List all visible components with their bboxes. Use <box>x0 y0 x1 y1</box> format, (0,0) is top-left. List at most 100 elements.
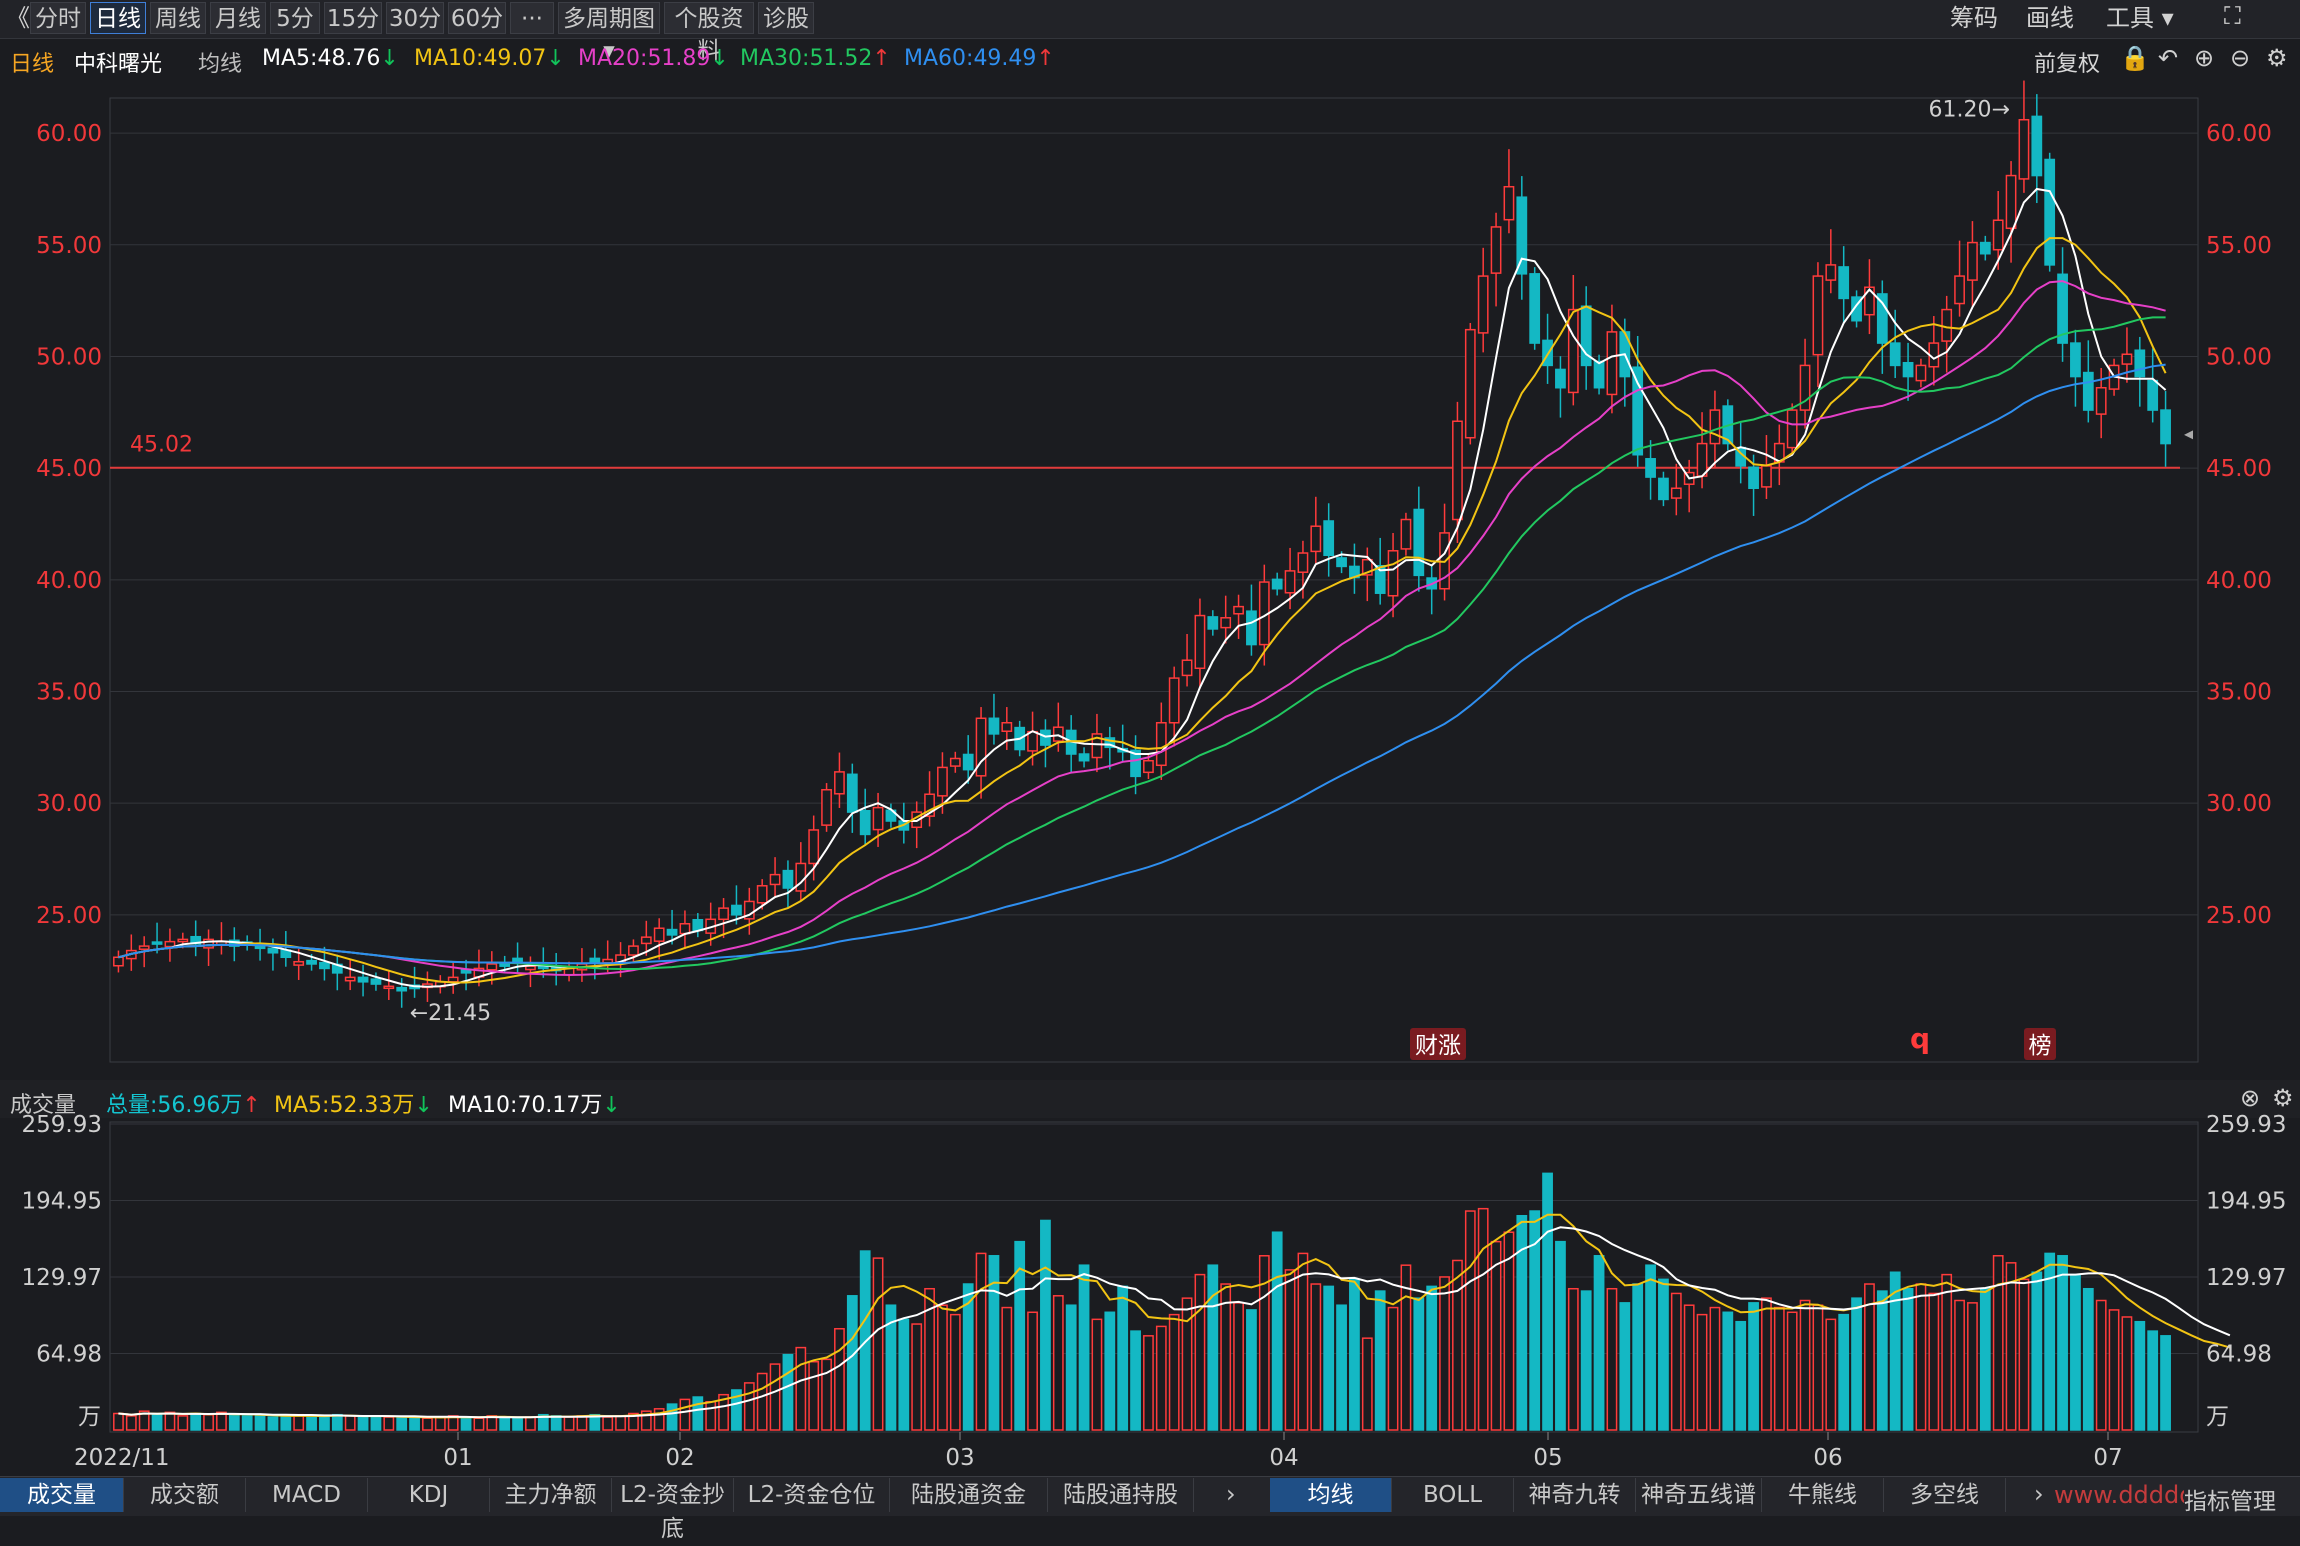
volume-bar[interactable] <box>525 1416 536 1431</box>
volume-bar[interactable] <box>1014 1240 1026 1431</box>
volume-bar[interactable] <box>190 1412 202 1431</box>
volume-bar[interactable] <box>241 1415 253 1431</box>
volume-bar[interactable] <box>1374 1290 1386 1431</box>
candle-body[interactable] <box>1220 617 1232 629</box>
candle-body[interactable] <box>1555 368 1566 389</box>
candle-body[interactable] <box>795 862 807 892</box>
candle-body[interactable] <box>1876 293 1888 344</box>
volume-bar[interactable] <box>1349 1278 1360 1431</box>
volume-bar[interactable] <box>834 1328 845 1431</box>
volume-bar[interactable] <box>1001 1306 1013 1431</box>
volume-bar[interactable] <box>821 1358 832 1431</box>
volume-bar[interactable] <box>1786 1311 1798 1431</box>
volume-bar[interactable] <box>1876 1290 1888 1431</box>
zoom-out-icon[interactable]: ⊖ <box>2230 44 2251 72</box>
volume-bar[interactable] <box>1413 1297 1425 1431</box>
candle-body[interactable] <box>846 773 858 813</box>
volume-bar[interactable] <box>1915 1283 1927 1431</box>
candle-body[interactable] <box>1529 273 1541 344</box>
candle-body[interactable] <box>692 918 704 932</box>
volume-bar[interactable] <box>422 1417 433 1431</box>
candle-body[interactable] <box>1516 196 1528 275</box>
overlay-tab-4[interactable]: 牛熊线 <box>1762 1478 1884 1512</box>
candle-body[interactable] <box>1027 730 1038 752</box>
candle-body[interactable] <box>1078 753 1090 762</box>
volume-bar[interactable] <box>1220 1283 1232 1431</box>
period-tab-4[interactable]: 5分 <box>270 2 320 34</box>
volume-bar[interactable] <box>280 1415 292 1431</box>
candle-body[interactable] <box>1387 550 1399 597</box>
volume-bar[interactable] <box>1542 1172 1553 1431</box>
volume-bar[interactable] <box>2031 1271 2043 1431</box>
volume-bar[interactable] <box>898 1318 910 1431</box>
volume-bar[interactable] <box>267 1416 279 1431</box>
indicator-tab-4[interactable]: 主力净额 <box>490 1478 612 1512</box>
volume-bar[interactable] <box>319 1416 330 1431</box>
candle-body[interactable] <box>113 956 124 967</box>
candle-body[interactable] <box>2031 115 2043 177</box>
volume-bar[interactable] <box>795 1346 807 1431</box>
candle-body[interactable] <box>1104 737 1116 749</box>
period-tab-6[interactable]: 30分 <box>386 2 444 34</box>
indicator-tab-3[interactable]: KDJ <box>368 1478 490 1512</box>
volume-bar[interactable] <box>1310 1283 1322 1431</box>
volume-bar[interactable] <box>718 1393 729 1431</box>
fullscreen-icon[interactable]: ⛶ <box>2224 2 2241 30</box>
volume-bar[interactable] <box>1284 1269 1296 1431</box>
candle-body[interactable] <box>743 900 755 920</box>
volume-bar[interactable] <box>409 1416 420 1431</box>
undo-icon[interactable]: ↶ <box>2158 44 2179 72</box>
volume-bar[interactable] <box>1271 1231 1283 1431</box>
candle-body[interactable] <box>319 961 330 970</box>
candle-body[interactable] <box>1284 570 1296 594</box>
close-panel-icon[interactable]: ⊗ <box>2240 1084 2261 1112</box>
volume-bar[interactable] <box>653 1408 665 1431</box>
candle-body[interactable] <box>1761 465 1772 488</box>
volume-bar[interactable] <box>563 1416 575 1431</box>
candle-body[interactable] <box>782 869 794 889</box>
tools-menu-button[interactable]: 工具 ▾ <box>2106 4 2174 32</box>
overlay-tab-0[interactable]: 均线 <box>1270 1478 1392 1512</box>
panel-settings-icon[interactable]: ⚙ <box>2272 1084 2294 1112</box>
candle-body[interactable] <box>1902 361 1914 378</box>
volume-bar[interactable] <box>2018 1278 2030 1431</box>
candle-body[interactable] <box>666 928 678 936</box>
candle-body[interactable] <box>1143 759 1154 774</box>
candle-body[interactable] <box>447 976 459 983</box>
stock-name[interactable]: 中科曙光 <box>74 52 163 77</box>
volume-bar[interactable] <box>460 1416 472 1431</box>
volume-bar[interactable] <box>1052 1295 1064 1431</box>
candle-body[interactable] <box>2134 349 2146 378</box>
candle-body[interactable] <box>1838 266 1850 300</box>
candle-body[interactable] <box>1851 296 1862 322</box>
volume-bar[interactable] <box>1567 1287 1579 1431</box>
overlay-tab-1[interactable]: BOLL <box>1392 1478 1514 1512</box>
volume-bar[interactable] <box>1722 1311 1734 1431</box>
candle-body[interactable] <box>1400 518 1412 550</box>
candle-body[interactable] <box>525 965 536 971</box>
volume-bar[interactable] <box>615 1415 626 1431</box>
candle-body[interactable] <box>962 753 974 771</box>
volume-bar[interactable] <box>177 1415 189 1431</box>
candle-body[interactable] <box>756 885 768 904</box>
zoom-in-icon[interactable]: ⊕ <box>2194 44 2215 72</box>
indicator-tab-6[interactable]: L2-资金仓位 <box>734 1478 890 1512</box>
volume-bar[interactable] <box>537 1413 549 1431</box>
overlay-tab-2[interactable]: 神奇九转 <box>1514 1478 1636 1512</box>
candle-body[interactable] <box>1361 558 1373 576</box>
candle-body[interactable] <box>267 947 279 954</box>
candle-body[interactable] <box>1001 722 1013 732</box>
volume-bar[interactable] <box>1336 1304 1347 1431</box>
candle-body[interactable] <box>151 941 163 945</box>
volume-bar[interactable] <box>962 1283 974 1431</box>
volume-bar[interactable] <box>331 1413 343 1431</box>
candle-body[interactable] <box>653 927 665 942</box>
volume-bar[interactable] <box>2070 1273 2081 1431</box>
candle-body[interactable] <box>1954 275 1965 305</box>
candle-body[interactable] <box>1864 286 1875 316</box>
volume-bar[interactable] <box>1529 1210 1541 1431</box>
candle-body[interactable] <box>1490 226 1502 274</box>
volume-bar[interactable] <box>1400 1264 1412 1431</box>
candle-body[interactable] <box>2121 353 2133 365</box>
period-tab-5[interactable]: 15分 <box>324 2 382 34</box>
